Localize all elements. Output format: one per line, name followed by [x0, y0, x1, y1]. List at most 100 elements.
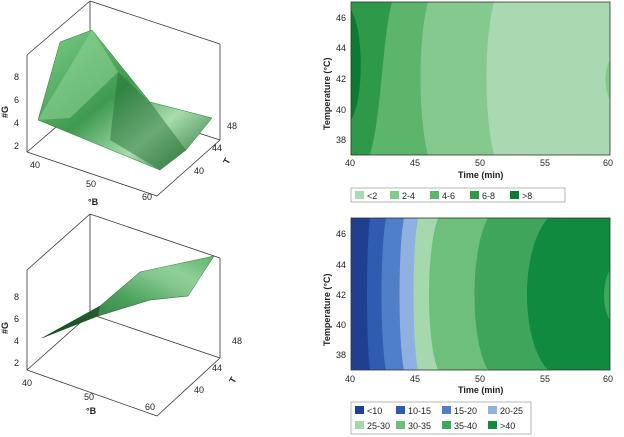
legend-label: 6-8 [482, 191, 495, 201]
y-tick: 46 [336, 229, 346, 239]
contour-plot-top: 40 45 50 55 60 Time (min) 38 40 42 44 46… [322, 1, 613, 203]
y-tick: 42 [336, 74, 346, 84]
z-ticks: 8 6 4 2 [14, 72, 19, 151]
legend-label: <2 [367, 191, 377, 201]
legend-swatch [470, 191, 479, 199]
y-tick: 40 [194, 166, 204, 176]
legend-label: 15-20 [454, 406, 477, 416]
legend-swatch [510, 191, 519, 199]
contour-region-6-8 [351, 2, 392, 155]
legend-swatch [442, 421, 451, 429]
y-tick: 40 [336, 105, 346, 115]
x-axis-label: Time (min) [458, 170, 503, 180]
y-tick: 42 [336, 290, 346, 300]
surface-plot-top: 8 6 4 2 #G 40 50 60 °B 40 44 48 T [0, 0, 237, 207]
y-axis-label: Temperature (°C) [322, 58, 332, 130]
y-ticks: 38 40 42 44 46 [336, 13, 346, 145]
x-tick: 40 [22, 378, 32, 388]
z-tick: 4 [14, 118, 19, 128]
x-tick: 50 [475, 374, 485, 384]
y-tick: 44 [336, 260, 346, 270]
y-ticks: 38 40 42 44 46 [336, 229, 346, 360]
legend-swatch [396, 421, 405, 429]
x-tick: 50 [84, 392, 94, 402]
y-tick: 38 [336, 350, 346, 360]
y-axis-label: Temperature (°C) [322, 274, 332, 346]
x-tick: 40 [345, 374, 355, 384]
legend-label: 10-15 [408, 406, 431, 416]
y-tick: 46 [336, 13, 346, 23]
x-tick: 55 [540, 158, 550, 168]
z-tick: 4 [14, 336, 19, 346]
plot-frame [350, 1, 611, 156]
legend-label: 35-40 [454, 421, 477, 431]
y-axis-label: T [221, 156, 233, 166]
z-tick: 6 [14, 314, 19, 324]
legend-swatch [355, 191, 364, 199]
legend-swatch [390, 191, 399, 199]
surface-highlight [38, 30, 118, 120]
contour-region-lt10 [351, 218, 370, 370]
z-tick: 8 [14, 292, 19, 302]
y-tick: 40 [194, 385, 204, 395]
legend-box [350, 187, 566, 203]
surface-highlight [140, 256, 214, 296]
x-tick: 40 [345, 158, 355, 168]
plot-frame [350, 217, 611, 371]
legend-swatch [396, 406, 405, 414]
y-tick: 44 [336, 43, 346, 53]
x-ticks: 40 45 50 55 60 [345, 158, 613, 168]
legend-label: >40 [500, 421, 515, 431]
x-axis-label: Time (min) [458, 385, 503, 395]
y-tick: 40 [336, 320, 346, 330]
legend-swatch [442, 406, 451, 414]
legend-top: <2 2-4 4-6 6-8 >8 [350, 187, 566, 203]
legend-swatch [355, 421, 364, 429]
legend-swatch [430, 191, 439, 199]
legend-swatch [488, 421, 497, 429]
y-tick: 48 [232, 336, 242, 346]
x-tick: 50 [475, 158, 485, 168]
x-tick: 40 [30, 160, 40, 170]
x-tick: 60 [603, 374, 613, 384]
surface-shadow [42, 306, 100, 338]
z-tick: 2 [14, 141, 19, 151]
z-tick: 2 [14, 358, 19, 368]
legend-label: 30-35 [408, 421, 431, 431]
y-tick: 48 [227, 121, 237, 131]
x-axis-label: °B [88, 197, 99, 207]
contour-region-edge [605, 60, 610, 100]
y-tick: 44 [212, 363, 222, 373]
y-axis-label: T [227, 375, 239, 385]
y-tick: 44 [212, 143, 222, 153]
legend-box [350, 401, 532, 435]
legend-label: >8 [522, 191, 532, 201]
legend-swatch [355, 406, 364, 414]
x-tick: 45 [410, 158, 420, 168]
x-tick: 60 [603, 158, 613, 168]
contour-region-edge [604, 270, 610, 320]
x-tick: 60 [142, 192, 152, 202]
legend-swatch [488, 406, 497, 414]
contour-region-gt8 [351, 10, 361, 120]
contour-plot-bottom: 40 45 50 55 60 Time (min) 38 40 42 44 46… [322, 217, 613, 435]
legend-label: <10 [367, 406, 382, 416]
surface-plot-bottom: 8 6 4 2 #G 40 50 60 °B 40 44 48 T [0, 213, 242, 417]
x-tick: 60 [145, 402, 155, 412]
x-tick: 50 [86, 179, 96, 189]
legend-label: 4-6 [442, 191, 455, 201]
z-ticks: 8 6 4 2 [14, 292, 19, 368]
z-axis-label: #G [0, 322, 10, 334]
legend-label: 25-30 [367, 421, 390, 431]
surface-shadow [110, 72, 186, 170]
legend-label: 20-25 [500, 406, 523, 416]
legend-bottom: <10 10-15 15-20 20-25 25-30 30-35 35-40 … [350, 401, 532, 435]
x-tick: 55 [540, 374, 550, 384]
z-axis-label: #G [0, 106, 10, 118]
legend-label: 2-4 [402, 191, 415, 201]
x-axis-label: °B [86, 406, 97, 416]
box-frame [26, 213, 221, 417]
z-tick: 8 [14, 72, 19, 82]
y-tick: 38 [336, 135, 346, 145]
